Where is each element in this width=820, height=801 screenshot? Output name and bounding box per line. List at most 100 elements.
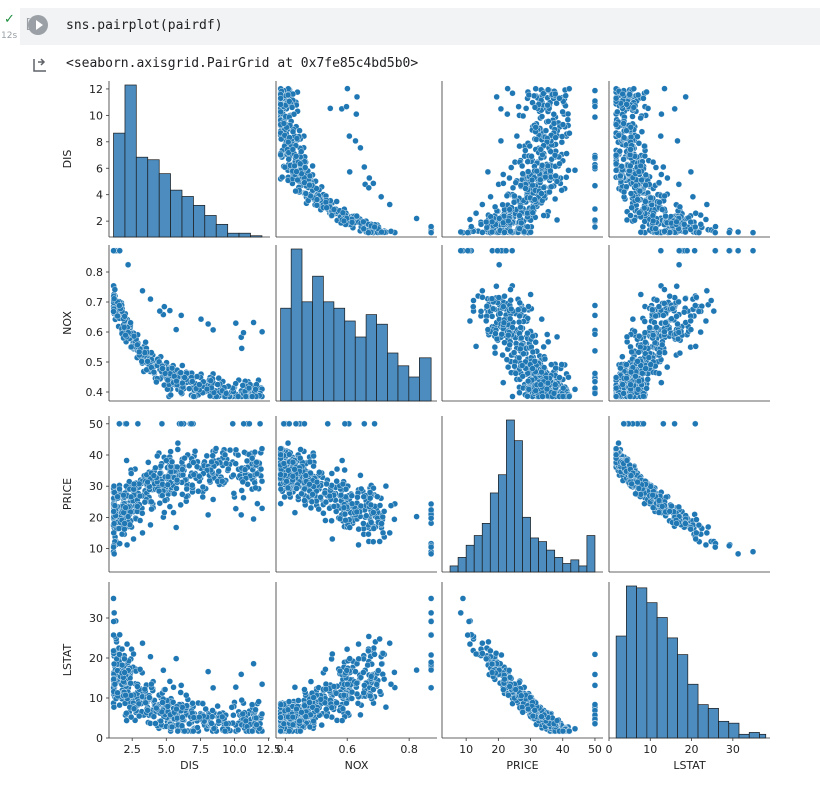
scatter-point [186,720,193,728]
scatter-point [702,317,710,325]
scatter-point [124,513,132,520]
scatter-point [508,164,515,171]
scatter-point [251,448,259,456]
scatter-point [164,473,172,480]
scatter-point [346,168,353,176]
scatter-point [152,464,159,472]
scatter-point [532,387,539,394]
scatter-point [505,331,512,339]
scatter-point [357,472,364,479]
scatter-point [519,373,526,380]
run-cell-button[interactable] [28,15,48,35]
scatter-point [527,229,534,236]
code-cell[interactable]: ✓ 12s [ ] sns.pairplot(pairdf) [0,8,820,48]
scatter-point [123,541,131,549]
scatter-point [491,203,499,211]
scatter-point [623,374,630,382]
scatter-point [539,151,546,159]
scatter-point [500,180,507,187]
scatter-point [682,295,689,302]
scatter-point [531,358,538,365]
scatter-point [354,494,361,501]
histogram-bar [387,352,399,402]
scatter-point [330,206,338,213]
scatter-point [551,152,559,159]
scatter-point [493,283,500,290]
scatter-point [222,460,230,467]
scatter-point [509,393,516,400]
scatter-point [355,541,362,549]
scatter-point [668,502,675,510]
scatter-point [612,451,620,459]
scatter-point [658,206,666,213]
scatter-point [504,363,512,371]
scatter-point [524,158,531,165]
scatter-point [203,385,211,393]
scatter-point [644,105,652,112]
histogram-bar [538,541,548,573]
scatter-point [662,212,669,220]
scatter-point [122,331,129,339]
scatter-point [591,103,599,110]
scatter-point [306,172,314,180]
scatter-point [516,299,523,307]
scatter-point [472,343,480,350]
scatter-point [636,332,643,340]
histogram-bar [419,357,432,402]
scatter-point [232,460,239,467]
scatter-point [370,538,377,545]
scatter-point [556,160,563,167]
scatter-point [635,140,643,147]
scatter-point [634,478,641,486]
scatter-point [181,374,188,381]
scatter-point [336,515,344,522]
scatter-point [652,164,660,171]
scatter-point [144,478,151,486]
output-icon[interactable] [32,57,48,73]
scatter-point [637,291,645,298]
code-editor[interactable]: [ ] sns.pairplot(pairdf) [20,8,820,45]
scatter-point [111,502,119,509]
histogram-bar [546,549,556,573]
histogram-bar [158,173,171,238]
scatter-point [661,286,668,293]
scatter-point [386,201,393,208]
scatter-point [661,300,668,307]
histogram-bar [489,492,499,573]
scatter-point [323,204,330,211]
scatter-point [525,91,533,99]
scatter-point [660,420,667,427]
scatter-point [487,193,494,201]
scatter-point [477,308,485,315]
scatter-point [681,308,688,316]
scatter-point [248,393,256,400]
scatter-point [687,525,694,533]
scatter-point [164,481,172,488]
scatter-point [370,509,377,516]
scatter-point [527,291,534,298]
scatter-point [687,326,695,333]
scatter-point [627,162,634,170]
histogram-bar [301,301,313,402]
scatter-point [511,192,518,200]
scatter-point [353,212,360,220]
scatter-point [558,361,565,368]
scatter-point [284,439,292,447]
scatter-point [519,170,526,177]
code-text[interactable]: sns.pairplot(pairdf) [66,18,223,33]
scatter-point [110,508,117,515]
scatter-point [328,517,335,524]
scatter-point [289,459,297,466]
scatter-point [190,459,197,466]
scatter-point [186,385,193,392]
scatter-point [524,393,531,400]
histogram-bar [290,248,303,402]
scatter-point [488,228,496,236]
scatter-point [516,389,523,396]
scatter-point [136,517,144,524]
scatter-point [749,247,757,254]
scatter-point [118,661,126,669]
scatter-point [495,261,503,268]
scatter-point [352,137,359,145]
scatter-point [627,124,634,131]
